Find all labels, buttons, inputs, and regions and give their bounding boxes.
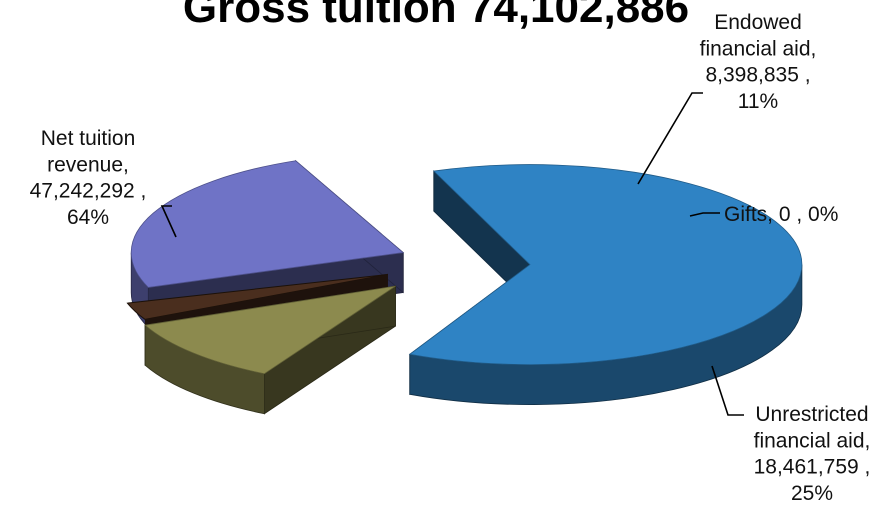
chart-title: Gross tuition 74,102,886 <box>183 0 689 32</box>
label-net-tuition: Net tuition revenue, 47,242,292 , 64% <box>30 127 147 229</box>
leader-endowed-aid <box>637 92 703 185</box>
label-unrestricted-aid: Unrestricted financial aid, 18,461,759 , 25… <box>754 403 871 505</box>
slice-endowed-aid <box>144 285 396 415</box>
slice-net-tuition <box>408 164 803 405</box>
leader-unrestricted-aid <box>711 365 744 416</box>
leader-net-tuition <box>160 205 177 238</box>
pie-slices <box>126 159 803 415</box>
leader-lines <box>160 92 744 416</box>
label-gifts: Gifts, 0 , 0% <box>724 203 838 226</box>
label-endowed-aid: Endowed financial aid, 8,398,835 , 11% <box>700 11 817 113</box>
leader-gifts <box>689 212 720 217</box>
data-labels: Net tuition revenue, 47,242,292 , 64% Endowe… <box>30 11 871 505</box>
